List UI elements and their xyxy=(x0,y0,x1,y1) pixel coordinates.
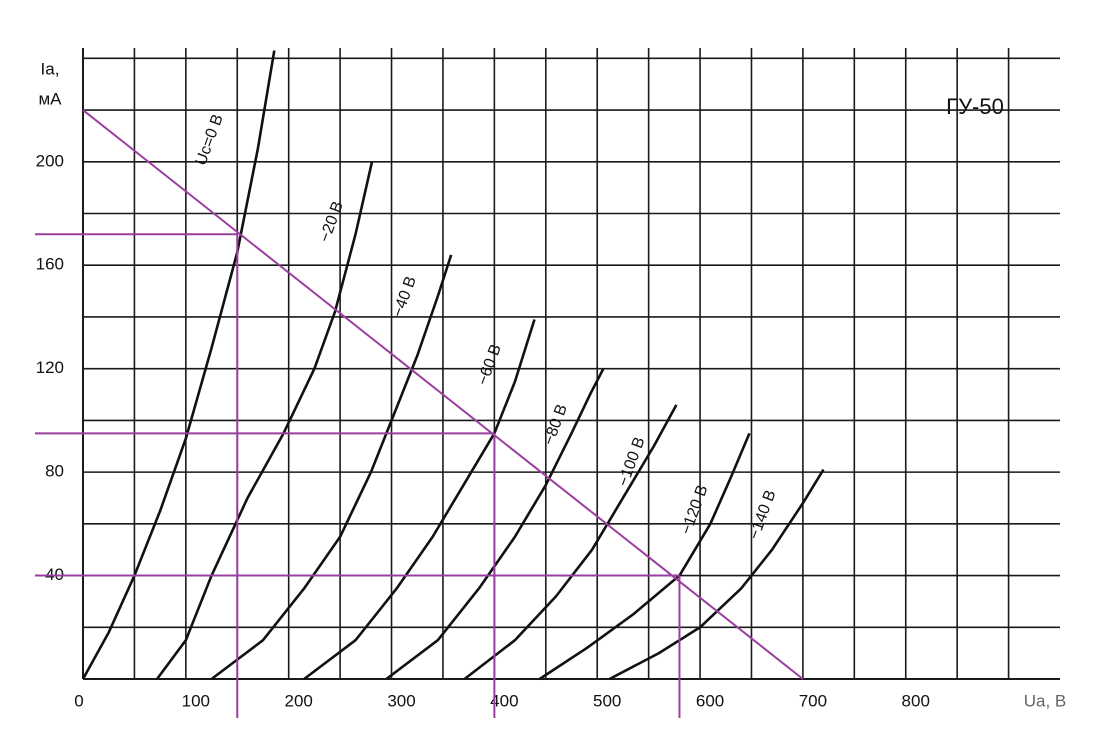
x-axis-label: Ua, В xyxy=(1024,691,1067,710)
curve xyxy=(538,432,751,681)
y-axis-label: мА xyxy=(38,89,62,108)
curve-label: −20 В xyxy=(317,199,347,245)
y-axis-label: Ia, xyxy=(41,59,60,78)
x-tick-label: 200 xyxy=(284,691,312,710)
curve-label: Uc=0 В xyxy=(193,112,227,168)
y-tick-label: 160 xyxy=(36,255,64,274)
curve-label: −40 В xyxy=(390,274,420,320)
y-tick-label: 80 xyxy=(45,462,64,481)
curve xyxy=(81,50,276,680)
y-tick-label: 120 xyxy=(36,358,64,377)
load-line xyxy=(82,109,804,680)
y-tick-label: 40 xyxy=(45,565,64,584)
x-tick-label: 100 xyxy=(182,691,210,710)
curve xyxy=(210,254,453,681)
x-tick-label: 300 xyxy=(387,691,415,710)
curve xyxy=(385,368,605,681)
x-tick-label: 400 xyxy=(490,691,518,710)
chart-title: ГУ-50 xyxy=(946,94,1004,119)
x-tick-label: 600 xyxy=(696,691,724,710)
curve xyxy=(608,468,825,681)
x-tick-label: 0 xyxy=(74,691,83,710)
x-tick-label: 800 xyxy=(902,691,930,710)
curve-label: −60 В xyxy=(475,342,505,388)
x-tick-label: 500 xyxy=(593,691,621,710)
curve xyxy=(463,404,678,681)
curve xyxy=(303,319,536,681)
y-tick-label: 200 xyxy=(36,151,64,170)
x-tick-label: 700 xyxy=(799,691,827,710)
